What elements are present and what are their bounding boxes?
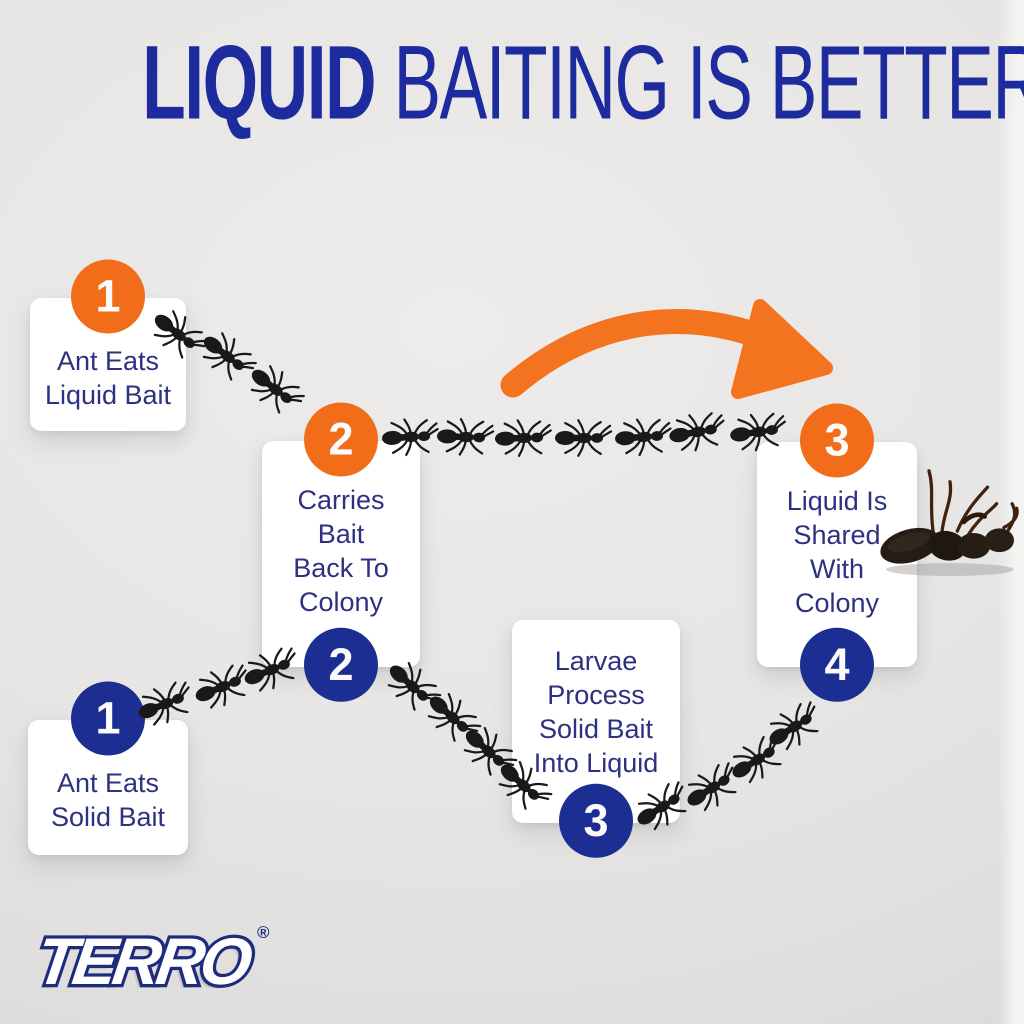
- step-number-badge: 4: [800, 627, 874, 702]
- brand-logo: TERRO TERRO ®: [27, 922, 270, 1003]
- brand-logo-shadow: TERRO: [27, 929, 252, 1003]
- step-number-badge: 2: [304, 627, 378, 702]
- ant-icon: [665, 408, 729, 456]
- step-number-badge: 3: [800, 403, 874, 478]
- card-text-line: Larvae: [554, 646, 638, 676]
- card-text-line: Solid Bait: [50, 802, 166, 832]
- title-emphasis: LIQUID: [142, 23, 376, 142]
- ant-icon: [379, 416, 441, 458]
- card-text-line: Ant Eats: [56, 346, 160, 376]
- title-rest: BAITING IS BETTER: [375, 23, 1024, 142]
- ant-icon: [726, 409, 790, 455]
- card-text-line: Back To: [293, 553, 389, 583]
- card-text-line: Colony: [794, 588, 880, 618]
- registered-trademark-icon: ®: [257, 923, 270, 942]
- step-card-larvae-process-solid-bait: Larvae Process Solid Bait Into Liquid 3: [512, 620, 680, 858]
- card-text-line: Colony: [298, 587, 384, 617]
- ant-icon: [493, 418, 553, 458]
- card-text-line: Process: [547, 680, 645, 710]
- card-text-line: Liquid Is: [786, 486, 888, 516]
- step-number-badge: 2: [304, 402, 378, 477]
- ant-icon: [435, 417, 495, 457]
- brand-logo-text: TERRO: [32, 925, 257, 999]
- ant-icon: [131, 675, 199, 733]
- page-title: LIQUID BAITING IS BETTER: [0, 27, 1024, 138]
- dead-ant-photo: [880, 469, 1019, 576]
- ant-icon: [553, 419, 613, 457]
- step-number-badge: 1: [71, 259, 145, 334]
- card-text-line: Liquid Bait: [44, 380, 172, 410]
- card-text-line: Bait: [317, 519, 365, 549]
- card-text-line: Shared: [793, 520, 881, 550]
- curved-arrow-icon: [500, 299, 833, 399]
- step-card-liquid-is-shared-with-colony: 3 Liquid Is Shared With Colony 4: [757, 403, 917, 702]
- step-number-badge: 3: [559, 783, 633, 858]
- page-title-text: LIQUID BAITING IS BETTER: [142, 27, 1024, 139]
- card-text-line: Carries: [297, 485, 385, 515]
- card-text-line: Ant Eats: [56, 768, 160, 798]
- ant-icon: [612, 416, 674, 458]
- card-text-line: Into Liquid: [533, 748, 659, 778]
- card-text-line: Solid Bait: [538, 714, 654, 744]
- step-card-carries-bait-back-to-colony: 2 Carries Bait Back To Colony 2: [262, 402, 420, 702]
- card-text-line: With: [810, 554, 864, 584]
- background-light-band: [998, 0, 1024, 1024]
- step-number-badge: 1: [71, 681, 145, 756]
- step-card-ant-eats-solid-bait: 1 Ant Eats Solid Bait: [28, 681, 188, 855]
